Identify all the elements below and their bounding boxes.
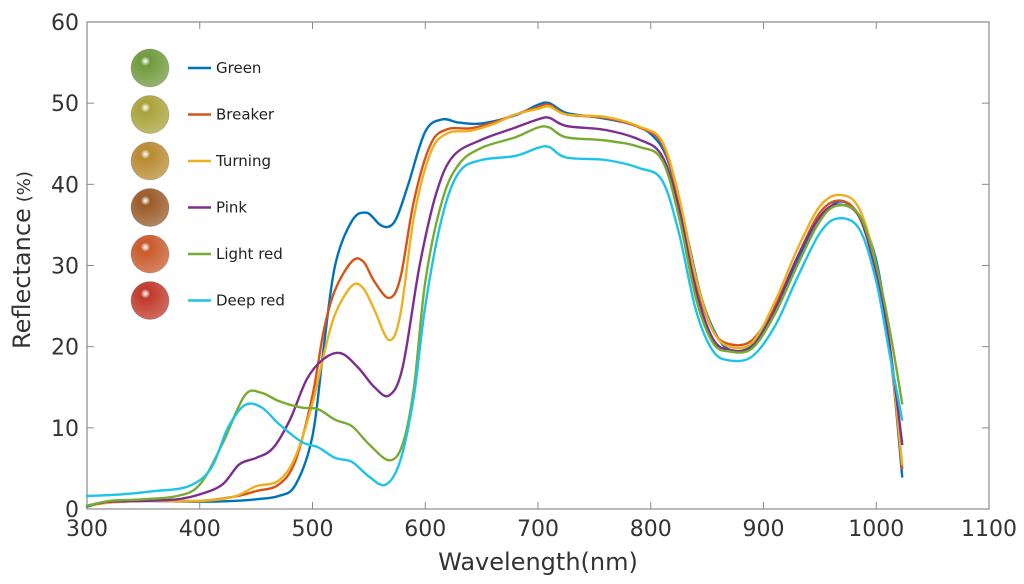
tomato-icon	[130, 141, 170, 181]
y-tick-label: 0	[65, 498, 79, 523]
x-tick-label: 1100	[961, 517, 1017, 542]
legend-label: Deep red	[216, 292, 285, 310]
series-line-pink	[85, 116, 904, 507]
tomato-icon	[130, 281, 170, 320]
y-axis-label: Reflectance (%)	[8, 171, 36, 349]
x-tick-label: 600	[404, 517, 446, 542]
legend-label: Green	[216, 59, 261, 77]
legend: Green Breaker Turning Pink Light red Deep red	[130, 48, 285, 320]
x-axis-label: Wavelength(nm)	[438, 548, 638, 576]
y-tick-label: 40	[51, 173, 79, 198]
y-axis-label-main: Reflectance	[8, 208, 36, 349]
x-tick-label: 300	[66, 517, 108, 542]
y-tick-label: 50	[51, 92, 79, 117]
y-tick-label: 60	[51, 11, 79, 36]
legend-label: Breaker	[216, 106, 275, 124]
legend-label: Pink	[216, 199, 247, 217]
x-tick-label: 700	[517, 517, 559, 542]
plot-frame	[86, 21, 990, 510]
tomato-icon	[130, 234, 170, 274]
y-tick-label: 20	[51, 336, 79, 361]
y-tick-label: 30	[51, 255, 79, 280]
legend-label: Turning	[215, 152, 271, 170]
series-line-light-red	[85, 125, 904, 507]
y-tick-label: 10	[51, 417, 79, 442]
legend-label: Light red	[216, 245, 283, 263]
x-tick-label: 800	[630, 517, 672, 542]
series-layer	[85, 101, 904, 508]
y-axis-label-unit: (%)	[14, 171, 35, 202]
axes: 300 400 500 600 700 800 900 1000 1100 0 10 20 30 40 50…	[51, 11, 1017, 542]
series-line-turning	[85, 104, 904, 507]
x-tick-label: 900	[743, 517, 785, 542]
tomato-icon	[130, 48, 170, 88]
tomato-icon	[130, 95, 170, 134]
series-line-deep-red	[85, 144, 904, 498]
x-tick-label: 400	[179, 517, 221, 542]
x-tick-label: 1000	[848, 517, 904, 542]
x-tick-label: 500	[292, 517, 334, 542]
tomato-icon	[130, 188, 170, 227]
